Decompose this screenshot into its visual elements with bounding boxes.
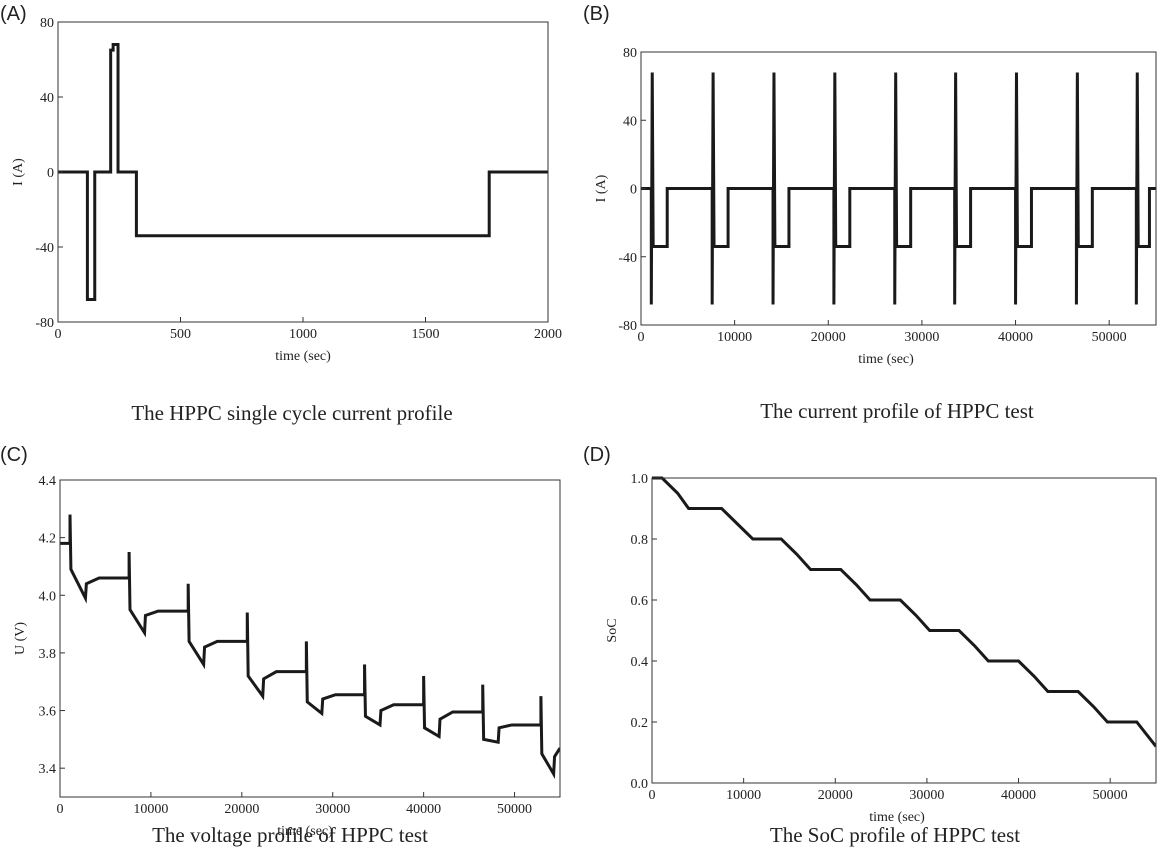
y-tick-label: -80 <box>35 316 54 331</box>
axes-frame <box>59 479 561 798</box>
y-axis-label: U (V) <box>13 622 28 655</box>
y-tick-label: 0.8 <box>631 533 649 548</box>
data-line <box>652 476 1156 748</box>
panel: (B) 0 10000 20000 30000 40000 50000 -80 -40 0 40 80… <box>583 3 1157 423</box>
axes-frame <box>651 477 1157 784</box>
x-tick-label: 40000 <box>406 802 441 817</box>
x-tick-label: 1000 <box>289 327 317 342</box>
plot-area <box>60 514 560 780</box>
panel-label: (A) <box>0 3 27 25</box>
panel-label: (C) <box>0 444 28 466</box>
y-tick-label: 4.2 <box>39 532 57 547</box>
plot-area <box>652 476 1156 748</box>
y-tick-label: 40 <box>623 114 637 129</box>
caption: The current profile of HPPC test <box>760 399 1034 423</box>
panel: (D) 0 10000 20000 30000 40000 50000 0.0 0.2 0.4 0.… <box>583 444 1157 847</box>
y-tick-label: 0.2 <box>631 716 649 731</box>
x-tick-label: 40000 <box>1001 788 1036 803</box>
data-line <box>641 72 1156 305</box>
x-axis-label: time (sec) <box>869 810 925 825</box>
y-tick-label: 4.0 <box>39 589 57 604</box>
y-tick-label: 0 <box>630 183 637 198</box>
x-tick-label: 30000 <box>909 788 944 803</box>
panel-label: (B) <box>583 3 610 25</box>
y-tick-label: 80 <box>623 46 637 61</box>
panel: (C) 0 10000 20000 30000 40000 50000 3.4 3.6 3.8 4.… <box>0 444 561 847</box>
x-tick-label: 500 <box>170 327 191 342</box>
x-tick-label: 20000 <box>818 788 853 803</box>
panel-label: (D) <box>583 444 611 466</box>
y-tick-label: -40 <box>618 251 637 266</box>
y-tick-label: -80 <box>618 319 637 334</box>
x-tick-label: 50000 <box>1092 330 1127 345</box>
y-tick-label: 0.4 <box>631 655 649 670</box>
caption: The SoC profile of HPPC test <box>770 823 1020 847</box>
x-tick-label: 20000 <box>811 330 846 345</box>
x-tick-label: 20000 <box>224 802 259 817</box>
x-tick-label: 10000 <box>717 330 752 345</box>
x-tick-label: 40000 <box>998 330 1033 345</box>
y-tick-label: 3.8 <box>39 647 57 662</box>
x-tick-label: 2000 <box>534 327 562 342</box>
x-tick-label: 0 <box>649 788 656 803</box>
y-tick-label: 3.4 <box>39 762 57 777</box>
x-axis-label: time (sec) <box>275 349 331 364</box>
data-line <box>60 514 560 780</box>
x-axis-label: time (sec) <box>277 824 333 839</box>
data-line <box>58 43 548 301</box>
y-tick-label: 1.0 <box>631 472 649 487</box>
y-tick-label: 3.6 <box>39 705 57 720</box>
y-tick-label: 4.4 <box>39 474 57 489</box>
y-tick-label: 0.0 <box>631 777 649 792</box>
panel: (A) 0 500 1000 1500 2000 -80 -40 0 40 80 time (sec)… <box>0 3 562 425</box>
x-tick-label: 1500 <box>412 327 440 342</box>
x-tick-label: 30000 <box>904 330 939 345</box>
y-tick-label: 40 <box>40 91 54 106</box>
x-tick-label: 10000 <box>726 788 761 803</box>
x-tick-label: 50000 <box>1093 788 1128 803</box>
y-tick-label: 0.6 <box>631 594 649 609</box>
y-axis-label: SoC <box>605 618 620 642</box>
y-axis-label: I (A) <box>11 158 26 186</box>
y-tick-label: -40 <box>35 241 54 256</box>
y-axis-label: I (A) <box>594 174 609 202</box>
plot-area <box>58 43 548 301</box>
x-tick-label: 10000 <box>133 802 168 817</box>
y-tick-label: 80 <box>40 16 54 31</box>
x-tick-label: 30000 <box>315 802 350 817</box>
plot-area <box>641 72 1156 305</box>
x-axis-label: time (sec) <box>858 352 914 367</box>
caption: The voltage profile of HPPC test <box>152 823 428 847</box>
x-tick-label: 0 <box>57 802 64 817</box>
caption: The HPPC single cycle current profile <box>131 401 452 425</box>
x-tick-label: 0 <box>638 330 645 345</box>
x-tick-label: 0 <box>55 327 62 342</box>
x-tick-label: 50000 <box>497 802 532 817</box>
y-tick-label: 0 <box>47 166 54 181</box>
